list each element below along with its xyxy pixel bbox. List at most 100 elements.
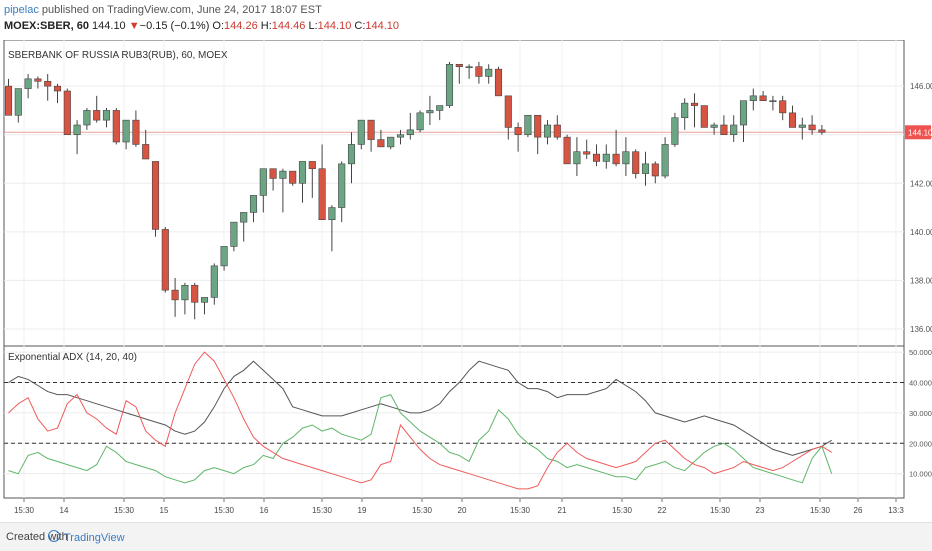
candle[interactable] [700, 105, 708, 128]
candle[interactable] [387, 136, 395, 150]
candle-body [671, 117, 679, 145]
chart-area[interactable]: 136.00138.00140.00142.00144.00146.00144.… [0, 40, 932, 522]
candle[interactable] [249, 195, 258, 223]
candle[interactable] [289, 170, 297, 186]
candle[interactable] [426, 95, 434, 125]
candle[interactable] [739, 100, 748, 142]
candle[interactable] [328, 205, 336, 252]
candle[interactable] [524, 114, 532, 138]
candle[interactable] [769, 95, 777, 111]
candle[interactable] [240, 212, 248, 242]
candle[interactable] [641, 151, 650, 186]
candle[interactable] [210, 263, 218, 305]
candle-body [661, 144, 669, 177]
candle[interactable] [34, 76, 42, 89]
time-tick-label: 15:30 [312, 506, 333, 515]
candle[interactable] [543, 120, 552, 145]
candle[interactable] [808, 115, 816, 135]
price-tick-label: 146.00 [910, 82, 932, 91]
candle-body [200, 297, 209, 303]
tradingview-logo[interactable]: TradingView [48, 530, 125, 544]
candle[interactable] [759, 91, 767, 102]
candle[interactable] [318, 144, 326, 221]
candle[interactable] [44, 74, 52, 101]
candle[interactable] [514, 122, 522, 152]
candle[interactable] [573, 137, 581, 176]
price-axis[interactable]: 136.00138.00140.00142.00144.00146.00144.… [905, 82, 932, 334]
candle[interactable] [661, 137, 669, 179]
candle[interactable] [63, 88, 71, 136]
candle[interactable] [720, 115, 728, 136]
time-axis[interactable]: 15:30 14 15:30 15 15:30 16 15:30 19 15:30 20 15:30… [14, 498, 904, 515]
candle[interactable] [612, 129, 620, 167]
candle[interactable] [73, 120, 81, 155]
candle[interactable] [191, 282, 199, 320]
candle[interactable] [161, 227, 169, 293]
candle[interactable] [622, 137, 630, 176]
candle[interactable] [14, 88, 22, 123]
candle-body [308, 161, 316, 170]
adx-pane[interactable] [4, 351, 904, 490]
candle[interactable] [730, 115, 738, 142]
candle[interactable] [671, 112, 679, 147]
adx-axis[interactable]: 10.0000 20.0000 30.0000 40.0000 50.0000 [909, 348, 932, 479]
candle[interactable] [112, 108, 120, 145]
candle[interactable] [779, 95, 787, 121]
candle[interactable] [4, 78, 13, 116]
candle[interactable] [53, 83, 62, 104]
candle[interactable] [24, 74, 32, 99]
candle[interactable] [377, 129, 385, 148]
time-tick-label: 15:30 [510, 506, 531, 515]
candle[interactable] [357, 119, 365, 150]
candle[interactable] [798, 117, 806, 140]
candle[interactable] [406, 112, 414, 140]
candle[interactable] [151, 161, 160, 237]
candle[interactable] [259, 168, 267, 213]
candle[interactable] [83, 108, 91, 130]
candle[interactable] [298, 161, 307, 203]
candle[interactable] [220, 246, 228, 271]
candle[interactable] [534, 114, 542, 155]
candle[interactable] [269, 168, 277, 191]
candle[interactable] [445, 61, 454, 108]
candle[interactable] [553, 115, 561, 140]
candle[interactable] [142, 129, 150, 160]
time-tick-label: 22 [658, 506, 667, 515]
candle[interactable] [102, 108, 111, 128]
candle[interactable] [504, 95, 512, 140]
candle[interactable] [396, 129, 405, 145]
candle[interactable] [279, 168, 287, 213]
candle[interactable] [788, 105, 797, 128]
candle[interactable] [171, 278, 179, 317]
candle[interactable] [181, 282, 189, 315]
candle[interactable] [347, 132, 356, 184]
price-pane[interactable] [4, 61, 904, 320]
candle[interactable] [436, 105, 444, 121]
candle[interactable] [749, 88, 757, 111]
candle[interactable] [690, 93, 699, 128]
candle[interactable] [122, 119, 130, 150]
candle[interactable] [563, 134, 571, 165]
candle[interactable] [632, 149, 640, 179]
candle[interactable] [818, 125, 826, 135]
candle[interactable] [710, 122, 718, 135]
candle[interactable] [465, 64, 473, 79]
candle[interactable] [485, 64, 493, 84]
candle[interactable] [583, 139, 591, 159]
candle[interactable] [367, 119, 375, 152]
candle[interactable] [455, 63, 463, 84]
candle[interactable] [602, 144, 610, 169]
candle[interactable] [132, 110, 140, 147]
candle[interactable] [681, 98, 689, 130]
candle[interactable] [230, 221, 238, 252]
candle[interactable] [651, 161, 659, 184]
author-link[interactable]: pipelac [4, 4, 39, 16]
candle[interactable] [475, 61, 483, 84]
candle[interactable] [200, 297, 209, 315]
candle[interactable] [308, 161, 316, 198]
candle[interactable] [592, 144, 601, 167]
candle[interactable] [93, 95, 101, 123]
candle[interactable] [494, 66, 503, 97]
candle[interactable] [338, 161, 346, 223]
candle[interactable] [416, 110, 424, 133]
